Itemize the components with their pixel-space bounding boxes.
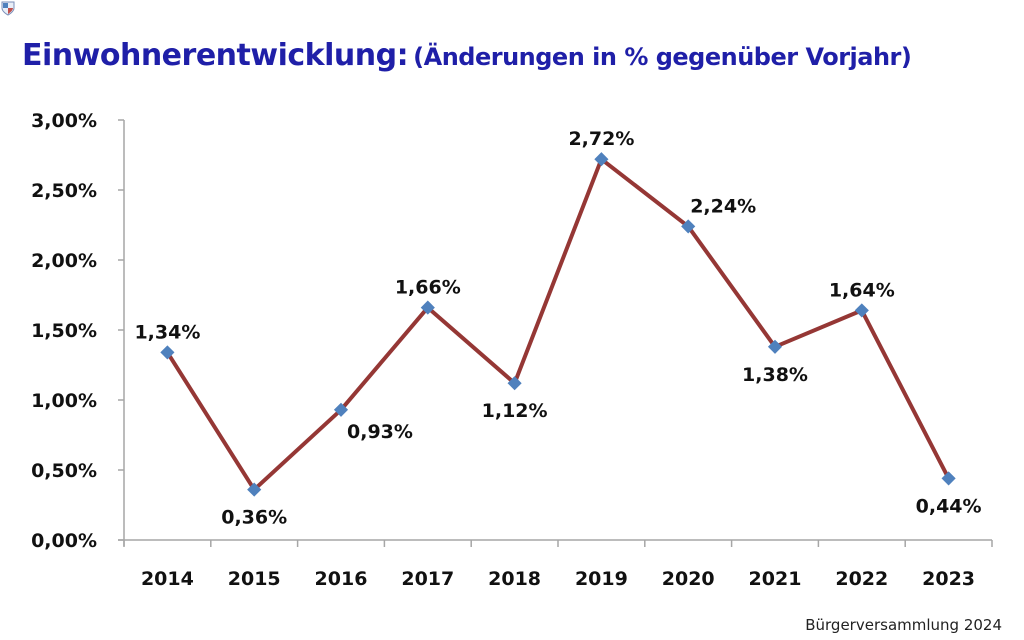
axes [118, 120, 992, 546]
data-label: 1,64% [829, 279, 895, 301]
chart-title-sub: (Änderungen in % gegenüber Vorjahr) [413, 43, 912, 71]
chart-title: Einwohnerentwicklung: (Änderungen in % g… [22, 38, 912, 73]
data-label: 2,24% [690, 195, 756, 217]
y-tick-label: 0,50% [31, 460, 97, 482]
x-axis-ticks: 2014 2015 2016 2017 2018 2019 2020 2021 2022 2023 [123, 540, 993, 590]
data-label: 1,34% [134, 321, 200, 343]
data-point-marker [594, 152, 609, 167]
data-label: 0,93% [347, 421, 413, 443]
data-point-marker [160, 345, 175, 360]
x-tick-label: 2016 [315, 568, 368, 590]
y-axis-ticks: 0,00% 0,50% 1,00% 1,50% 2,00% 2,50% 3,00% [31, 110, 124, 552]
data-label: 0,44% [916, 495, 982, 517]
data-label: 1,66% [395, 277, 461, 299]
coat-of-arms-icon [1, 1, 15, 16]
x-tick-label: 2022 [835, 568, 888, 590]
data-point-marker [854, 303, 869, 318]
y-tick-label: 1,00% [31, 390, 97, 412]
y-tick-label: 0,00% [31, 530, 97, 552]
data-label: 1,12% [482, 400, 548, 422]
data-label: 0,36% [221, 507, 287, 529]
footer-text: Bürgerversammlung 2024 [805, 616, 1002, 634]
series-line [165, 157, 951, 492]
data-point-marker [681, 219, 696, 234]
data-label: 2,72% [568, 128, 634, 150]
data-point-marker [247, 482, 262, 497]
x-tick-label: 2017 [401, 568, 454, 590]
x-tick-label: 2021 [749, 568, 802, 590]
x-tick-label: 2018 [488, 568, 541, 590]
series-line-path [165, 157, 951, 492]
data-point-marker [333, 402, 349, 417]
x-tick-label: 2015 [228, 568, 281, 590]
x-tick-label: 2023 [922, 568, 975, 590]
y-tick-label: 1,50% [31, 320, 97, 342]
data-label: 1,38% [742, 364, 808, 386]
x-tick-label: 2014 [141, 568, 194, 590]
y-tick-label: 3,00% [31, 110, 97, 132]
chart-title-main: Einwohnerentwicklung: [22, 38, 409, 73]
series-markers [160, 152, 956, 497]
data-labels: 1,34% 0,36% 0,93% 1,66% 1,12% 2,72% 2,24% 1,38%… [134, 128, 981, 528]
y-tick-label: 2,00% [31, 250, 97, 272]
data-point-marker [767, 339, 783, 354]
x-tick-label: 2020 [662, 568, 715, 590]
data-point-marker [941, 471, 956, 486]
y-tick-label: 2,50% [31, 180, 97, 202]
data-point-marker [420, 300, 435, 315]
x-tick-label: 2019 [575, 568, 628, 590]
